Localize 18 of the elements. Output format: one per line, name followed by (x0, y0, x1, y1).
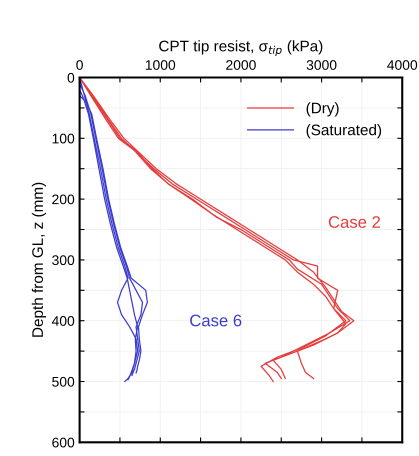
x-tick-label: 3000 (306, 60, 336, 70)
y-tick-label: 200 (52, 194, 74, 204)
y-tick-label: 500 (52, 376, 74, 387)
legend-label: (Dry) (306, 102, 339, 116)
x-tick-label: 0 (76, 60, 83, 70)
y-tick-label: 600 (52, 438, 74, 448)
annotation: Case 6 (190, 314, 242, 326)
x-tick-label: 1000 (146, 60, 176, 70)
y-tick-label: 300 (52, 255, 74, 266)
legend-label: (Saturated) (306, 124, 382, 138)
x-tick-label: 2000 (226, 60, 256, 70)
annotation: Case 2 (328, 216, 380, 228)
y-tick-label: 0 (68, 72, 74, 83)
y-axis-title: Depth from GL, z (mm) (32, 182, 46, 337)
y-tick-label: 100 (52, 134, 74, 144)
y-tick-label: 400 (52, 316, 74, 326)
x-tick-label: 4000 (387, 60, 418, 70)
x-axis-title: CPT tip resist, σ$_{tip}$ (kPa) (159, 40, 322, 56)
